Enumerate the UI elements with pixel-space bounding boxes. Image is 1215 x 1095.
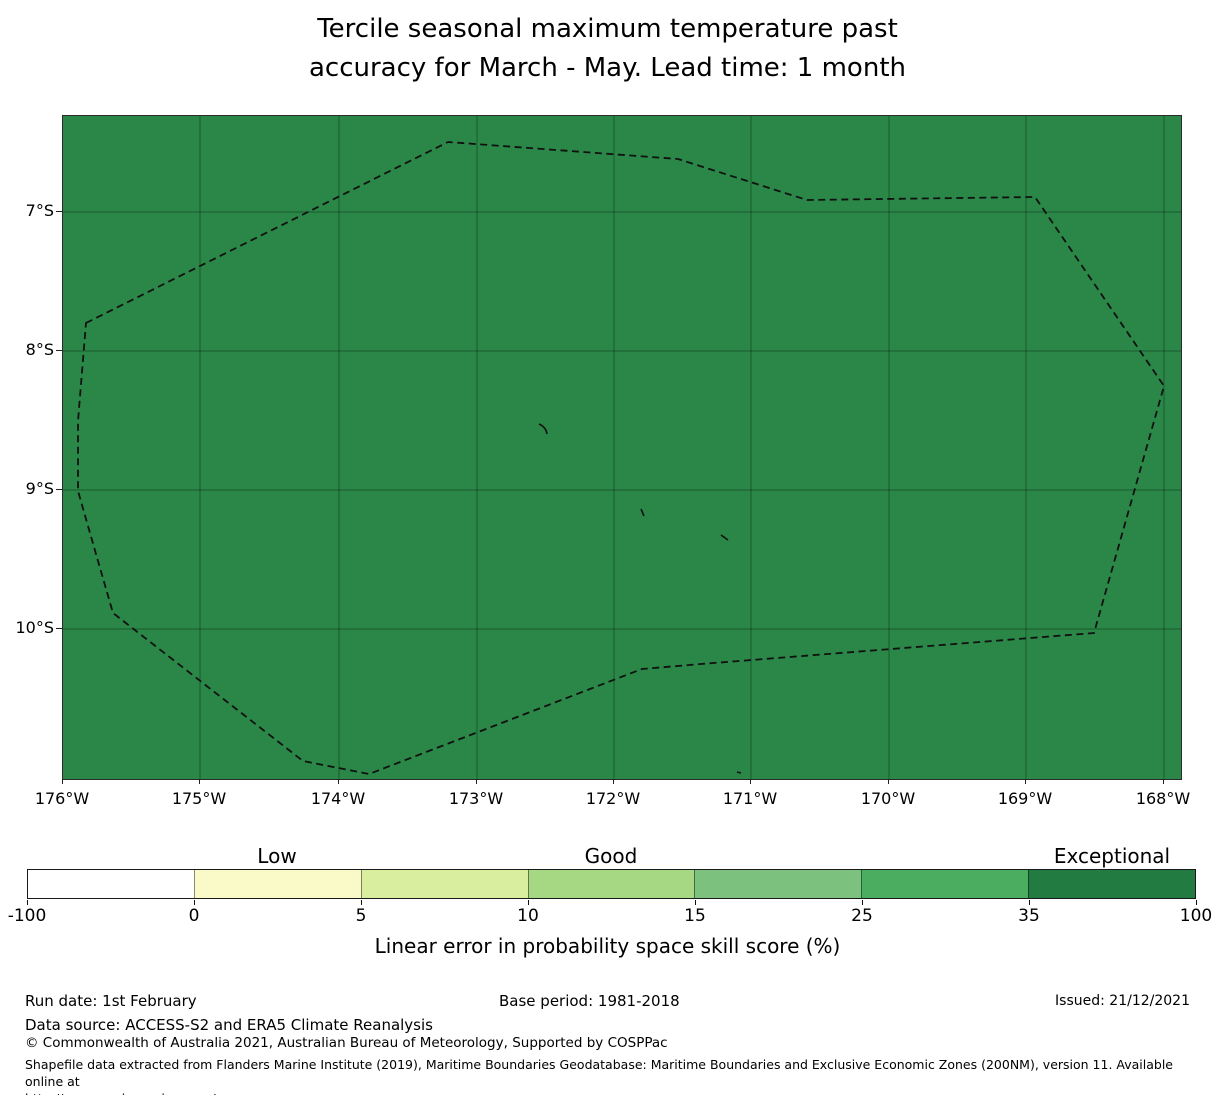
colorbar-axis-label: Linear error in probability space skill … <box>374 934 841 958</box>
lat-label-10s: 10°S <box>15 618 54 637</box>
graticule-grid <box>63 116 1181 779</box>
colorbar-tick-label: 0 <box>188 906 200 926</box>
colorbar-tick-label: -100 <box>7 906 47 926</box>
lat-label-9s: 9°S <box>25 479 54 498</box>
base-period-text: Base period: 1981-2018 <box>499 992 680 1010</box>
colorbar-tick-label: 5 <box>355 906 367 926</box>
lon-label-176w: 176°W <box>34 789 90 808</box>
lon-label-168w: 168°W <box>1135 789 1191 808</box>
lat-label-8s: 8°S <box>25 340 54 359</box>
lon-label-175w: 175°W <box>171 789 227 808</box>
colorbar-segment <box>193 870 361 898</box>
colorbar-segment <box>694 870 862 898</box>
lat-tick <box>56 211 62 212</box>
colorbar <box>27 869 1196 899</box>
lat-tick <box>56 628 62 629</box>
map-plot-area <box>62 115 1182 780</box>
issued-date-text: Issued: 21/12/2021 <box>1055 993 1190 1009</box>
chart-title: Tercile seasonal maximum temperature pas… <box>0 10 1215 88</box>
copyright-text: © Commonwealth of Australia 2021, Austra… <box>25 1035 668 1051</box>
shapefile-disclaimer-line1: Shapefile data extracted from Flanders M… <box>25 1057 1173 1089</box>
colorbar-segment <box>360 870 528 898</box>
lon-tick <box>476 779 477 784</box>
colorbar-tick-label: 10 <box>517 906 539 926</box>
lon-tick <box>888 779 889 784</box>
lon-label-170w: 170°W <box>860 789 916 808</box>
colorbar-class-exceptional: Exceptional <box>1053 844 1171 868</box>
lon-label-173w: 173°W <box>448 789 504 808</box>
colorbar-tick <box>194 900 195 905</box>
colorbar-segment <box>527 870 695 898</box>
lon-tick <box>1163 779 1164 784</box>
colorbar-tick <box>361 900 362 905</box>
lon-tick <box>338 779 339 784</box>
colorbar-segment <box>861 870 1029 898</box>
colorbar-class-low: Low <box>257 844 297 868</box>
lat-label-7s: 7°S <box>25 201 54 220</box>
colorbar-segment <box>28 870 194 898</box>
shapefile-disclaimer-line2: http://www.marineregions.org/. <box>25 1090 1193 1095</box>
lon-label-171w: 171°W <box>722 789 778 808</box>
data-source-text: Data source: ACCESS-S2 and ERA5 Climate … <box>25 1016 433 1034</box>
lon-label-169w: 169°W <box>997 789 1053 808</box>
colorbar-tick <box>1029 900 1030 905</box>
colorbar-tick-label: 35 <box>1018 906 1040 926</box>
chart-title-line1: Tercile seasonal maximum temperature pas… <box>317 14 898 44</box>
lat-tick <box>56 350 62 351</box>
colorbar-tick <box>27 900 28 905</box>
colorbar-tick <box>695 900 696 905</box>
colorbar-tick <box>528 900 529 905</box>
shapefile-disclaimer: Shapefile data extracted from Flanders M… <box>25 1056 1193 1095</box>
colorbar-tick-label: 25 <box>851 906 873 926</box>
colorbar-tick-label: 100 <box>1179 906 1213 926</box>
lon-tick <box>613 779 614 784</box>
lon-tick <box>62 779 63 784</box>
lon-label-174w: 174°W <box>310 789 366 808</box>
lon-tick <box>199 779 200 784</box>
lon-label-172w: 172°W <box>585 789 641 808</box>
colorbar-tick <box>862 900 863 905</box>
lon-tick <box>750 779 751 784</box>
islands <box>538 423 742 774</box>
colorbar-tick <box>1196 900 1197 905</box>
run-date-text: Run date: 1st February <box>25 992 197 1010</box>
colorbar-segment <box>1028 870 1196 898</box>
map-canvas <box>63 116 1181 779</box>
colorbar-tick-label: 15 <box>684 906 706 926</box>
colorbar-class-good: Good <box>584 844 638 868</box>
lon-tick <box>1025 779 1026 784</box>
lat-tick <box>56 489 62 490</box>
chart-title-line2: accuracy for March - May. Lead time: 1 m… <box>308 53 906 83</box>
eez-boundary <box>77 141 1165 775</box>
